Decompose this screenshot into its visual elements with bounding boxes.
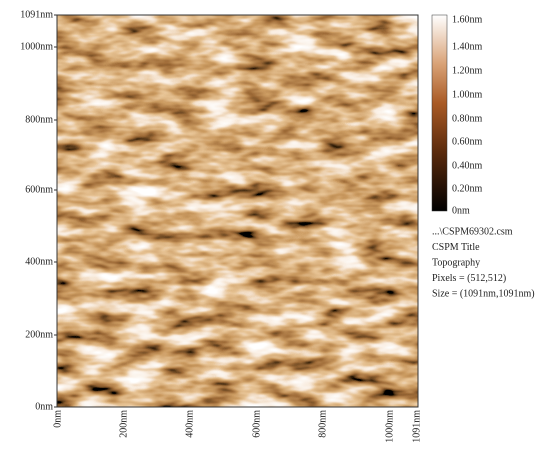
info-line: ...\CSPM69302.csm [432,226,513,237]
x-tick-label: 800nm [317,410,328,438]
colorbar-label: 1.60nm [452,14,483,25]
colorbar-label: 0.80nm [452,113,483,124]
x-tick-label: 1091nm [411,410,422,443]
y-tick-label: 0nm [35,401,53,412]
colorbar-label: 0.60nm [452,136,483,147]
topography-image [57,15,418,407]
info-line: Size = (1091nm,1091nm) [432,288,535,299]
colorbar-label: 0nm [452,205,470,216]
y-tick-label: 600nm [25,184,53,195]
info-line: CSPM Title [432,242,480,253]
x-tick-label: 1000nm [384,410,395,443]
y-tick-label: 800nm [25,114,53,125]
x-tick-label: 200nm [118,410,129,438]
colorbar [431,14,448,212]
colorbar-label: 1.40nm [452,41,483,52]
info-line: Topography [432,257,480,268]
y-tick-label: 400nm [25,256,53,267]
x-tick-label: 400nm [184,410,195,438]
colorbar-label: 1.00nm [452,89,483,100]
colorbar-label: 0.40nm [452,160,483,171]
y-tick-label: 1000nm [20,41,53,52]
x-tick-label: 0nm [52,410,63,428]
info-line: Pixels = (512,512) [432,273,506,284]
colorbar-label: 1.20nm [452,65,483,76]
image-frame [56,14,419,408]
y-tick-label: 1091nm [20,9,53,20]
x-tick-label: 600nm [251,410,262,438]
y-tick-label: 200nm [25,329,53,340]
colorbar-label: 0.20nm [452,183,483,194]
